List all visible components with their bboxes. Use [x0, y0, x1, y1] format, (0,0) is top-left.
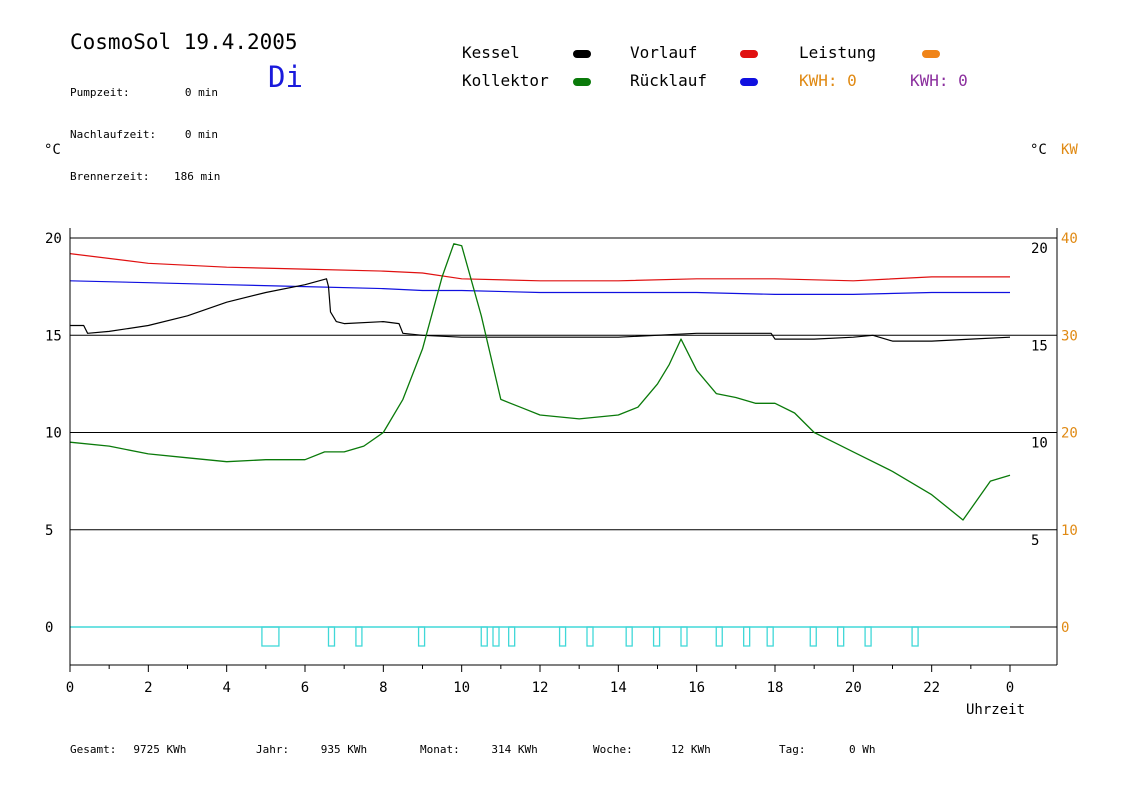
pump-pulse: [766, 626, 774, 647]
pump-pulse: [417, 626, 426, 647]
left-tick-label: 20: [45, 231, 62, 247]
pump-pulses: [70, 626, 1057, 647]
x-tick-label: 18: [767, 680, 784, 696]
pump-pulse: [715, 626, 723, 647]
pump-pulse: [261, 626, 280, 647]
pump-pulse: [652, 626, 661, 647]
legend-leistung-label: Leistung: [799, 43, 877, 62]
left-unit-label: °C: [44, 142, 61, 158]
x-tick-label: 0: [1006, 680, 1014, 696]
right-kw-tick-label: 0: [1061, 620, 1069, 636]
legend-vorlauf-swatch: [740, 50, 758, 58]
right-unit-c-label: °C: [1030, 142, 1047, 158]
x-tick-label: 8: [379, 680, 387, 696]
footer-tag: Tag: 0 Wh: [779, 743, 876, 756]
pump-pulse: [508, 626, 516, 647]
legend-ruecklauf-swatch: [740, 78, 758, 86]
x-tick-label: 10: [453, 680, 470, 696]
x-tick-label: 2: [144, 680, 152, 696]
pump-pulse: [492, 626, 500, 647]
legend-ruecklauf-label: Rücklauf: [630, 71, 708, 90]
pump-pulse: [625, 626, 633, 647]
chart-axes: [69, 228, 1058, 672]
series-vorlauf: [69, 253, 1010, 282]
legend-leistung-swatch: [922, 50, 940, 58]
stat-nachlaufzeit: Nachlaufzeit: 0 min: [70, 128, 218, 141]
series-ruecklauf: [69, 280, 1010, 295]
legend-kollektor-label: Kollektor: [462, 71, 549, 90]
left-tick-label: 15: [45, 328, 62, 344]
stat-brennerzeit: Brennerzeit: 186 min: [70, 170, 221, 183]
x-tick-label: 6: [301, 680, 309, 696]
x-axis-label: Uhrzeit: [966, 702, 1026, 718]
pump-pulse: [480, 626, 488, 647]
footer-woche: Woche: 12 KWh: [593, 743, 711, 756]
right-c-tick-label: 5: [1031, 533, 1039, 549]
right-c-tick-label: 10: [1031, 436, 1048, 452]
kwh-orange-label: KWH: 0: [799, 71, 857, 90]
x-tick-label: 0: [66, 680, 74, 696]
pump-pulse: [586, 626, 594, 647]
right-c-tick-label: 15: [1031, 338, 1048, 354]
right-unit-kw-label: KW: [1061, 142, 1078, 158]
pump-pulse: [911, 626, 919, 647]
legend-kessel-swatch: [573, 50, 591, 58]
chart-series: [69, 243, 1011, 521]
pump-pulse: [355, 626, 363, 647]
legend-kollektor-swatch: [573, 78, 591, 86]
pump-pulse: [327, 626, 336, 647]
right-kw-tick-label: 20: [1061, 426, 1078, 442]
chart-grid: [70, 237, 1057, 531]
tick-labels: 0 2 4 6 8 10 12 14 16 18 20 22 0 20 15 10 5 0 20 15 10 5 40 30 2…: [45, 231, 1078, 696]
stats-block: Pumpzeit: 0 min Nachlaufzeit: 0 min Brenne…: [70, 58, 221, 198]
pump-pulse: [809, 626, 817, 647]
series-kollektor: [69, 243, 1011, 521]
page-title: CosmoSol 19.4.2005: [70, 30, 298, 54]
series-kessel: [70, 278, 1011, 342]
x-tick-label: 16: [688, 680, 705, 696]
pump-pulse: [837, 626, 845, 647]
pump-pulse: [680, 626, 688, 647]
pump-pulse: [743, 626, 751, 647]
x-tick-label: 4: [222, 680, 230, 696]
x-tick-label: 12: [532, 680, 549, 696]
x-tick-label: 20: [845, 680, 862, 696]
footer-jahr: Jahr: 935 KWh: [256, 743, 368, 756]
pump-pulse: [558, 626, 567, 647]
left-tick-label: 0: [45, 620, 53, 636]
x-tick-label: 14: [610, 680, 627, 696]
pump-pulse: [864, 626, 872, 647]
right-kw-tick-label: 10: [1061, 523, 1078, 539]
x-tick-label: 22: [923, 680, 940, 696]
left-tick-label: 5: [45, 523, 53, 539]
right-kw-tick-label: 30: [1061, 328, 1078, 344]
kwh-purple-label: KWH: 0: [910, 71, 968, 90]
legend-kessel-label: Kessel: [462, 43, 520, 62]
stat-pumpzeit: Pumpzeit: 0 min: [70, 86, 218, 99]
right-kw-tick-label: 40: [1061, 231, 1078, 247]
weekday-label: Di: [268, 60, 303, 94]
footer-gesamt: Gesamt: 9725 KWh: [70, 743, 187, 756]
right-c-tick-label: 20: [1031, 241, 1048, 257]
legend-vorlauf-label: Vorlauf: [630, 43, 698, 62]
footer-monat: Monat: 314 KWh: [420, 743, 538, 756]
left-tick-label: 10: [45, 426, 62, 442]
